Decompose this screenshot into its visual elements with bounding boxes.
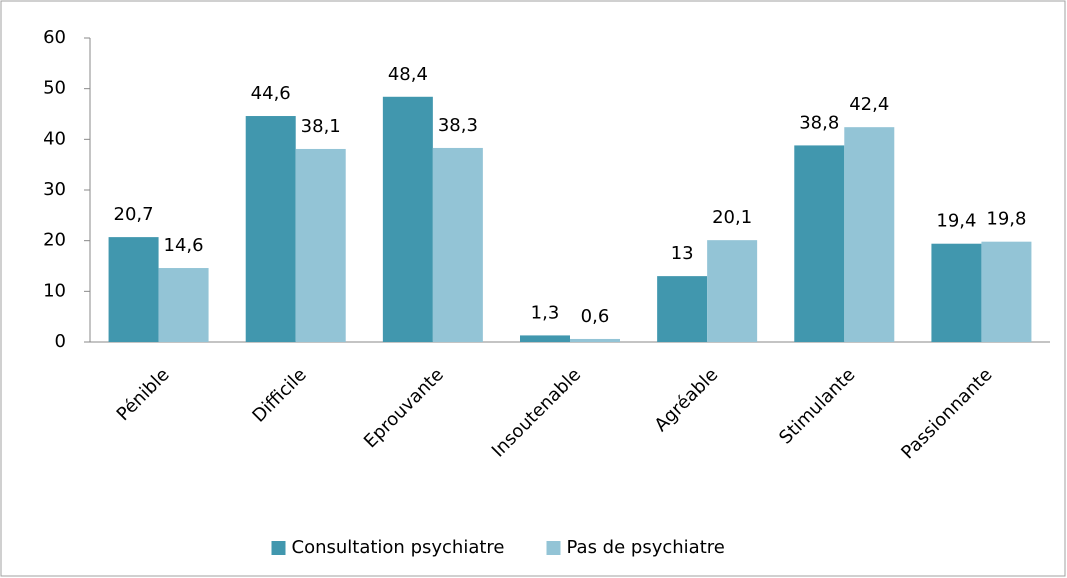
bar <box>520 335 570 342</box>
y-tick-label: 10 <box>43 280 66 301</box>
bar <box>657 276 708 342</box>
legend-swatch <box>271 541 286 555</box>
value-label: 19,8 <box>986 209 1026 230</box>
legend-label: Consultation psychiatre <box>292 537 505 558</box>
value-label: 13 <box>671 243 694 264</box>
bar <box>295 148 346 342</box>
bar <box>981 241 1032 342</box>
value-label: 44,6 <box>251 83 291 104</box>
bar <box>158 268 209 342</box>
value-label: 38,1 <box>301 116 341 137</box>
value-label: 38,3 <box>438 115 478 136</box>
value-label: 20,7 <box>114 204 154 225</box>
bar <box>570 338 620 342</box>
value-label: 20,1 <box>712 207 752 228</box>
value-label: 0,6 <box>581 306 610 327</box>
legend-swatch <box>546 541 561 555</box>
y-tick-label: 50 <box>43 78 66 99</box>
bar <box>382 96 433 342</box>
bar <box>432 147 483 342</box>
y-tick-label: 20 <box>43 230 66 251</box>
bar <box>931 243 982 342</box>
y-tick-label: 60 <box>43 27 66 48</box>
bar <box>844 127 895 342</box>
y-tick-label: 40 <box>43 128 66 149</box>
value-label: 14,6 <box>164 235 204 256</box>
bar <box>245 116 296 342</box>
bar <box>707 240 758 342</box>
value-label: 48,4 <box>388 64 428 85</box>
y-tick-label: 0 <box>55 331 66 352</box>
value-label: 38,8 <box>799 112 839 133</box>
value-label: 19,4 <box>936 211 976 232</box>
y-tick-label: 30 <box>43 179 66 200</box>
bar <box>108 237 159 342</box>
value-label: 42,4 <box>849 94 889 115</box>
legend-label: Pas de psychiatre <box>567 537 725 558</box>
bar <box>794 145 845 342</box>
value-label: 1,3 <box>531 302 560 323</box>
